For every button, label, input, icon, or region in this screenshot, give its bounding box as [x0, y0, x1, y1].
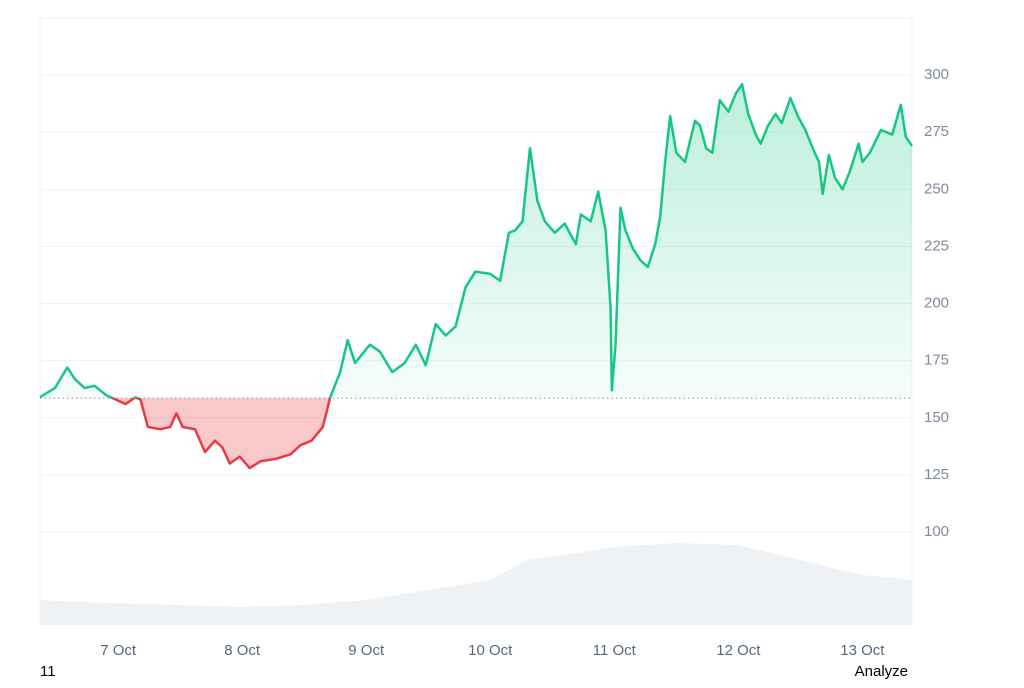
footer-right[interactable]: Analyze [855, 663, 908, 680]
y-tick-label: 200 [924, 295, 949, 312]
area-fill [40, 84, 912, 469]
y-tick-label: 100 [924, 523, 949, 540]
y-tick-label: 150 [924, 409, 949, 426]
price-line [39, 83, 914, 470]
y-tick-label: 250 [924, 180, 949, 197]
x-tick-label: 8 Oct [224, 642, 261, 659]
y-tick-label: 175 [924, 352, 949, 369]
x-tick-label: 7 Oct [100, 642, 137, 659]
x-tick-label: 12 Oct [716, 642, 761, 659]
y-tick-label: 275 [924, 123, 949, 140]
y-tick-label: 125 [924, 466, 949, 483]
x-tick-label: 11 Oct [593, 642, 637, 659]
volume-area [40, 543, 912, 625]
y-tick-label: 225 [924, 237, 949, 254]
x-tick-label: 13 Oct [840, 642, 885, 659]
footer-left: 11 [40, 663, 56, 680]
y-tick-label: 300 [924, 66, 949, 83]
x-tick-label: 10 Oct [468, 642, 513, 659]
x-tick-label: 9 Oct [348, 642, 385, 659]
